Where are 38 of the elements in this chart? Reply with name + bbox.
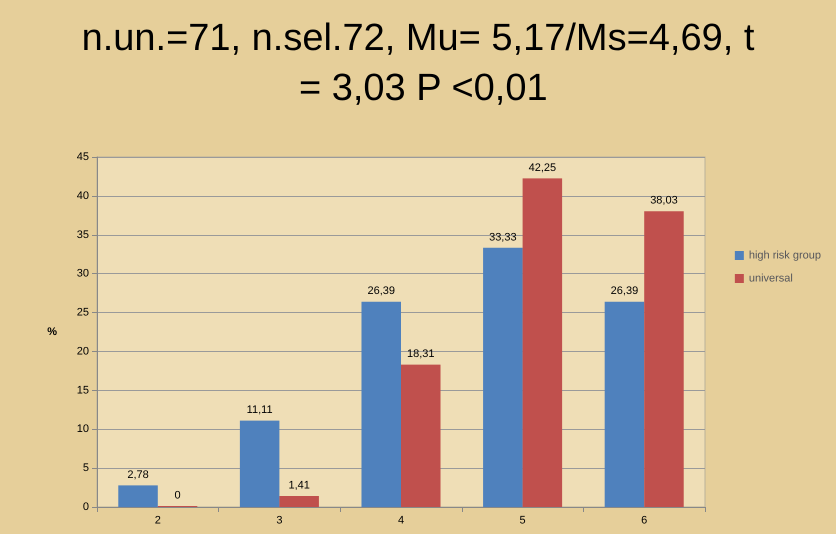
- y-tick-label: 40: [76, 190, 89, 202]
- y-tick-label: 10: [76, 423, 89, 436]
- legend-label: universal: [748, 272, 793, 284]
- x-tick-label: 3: [276, 514, 282, 526]
- y-tick-label: 30: [76, 268, 89, 280]
- bar: [483, 248, 523, 507]
- data-label: 11,11: [246, 404, 273, 416]
- legend-label: high risk group: [748, 250, 822, 262]
- y-tick-label: 45: [76, 151, 89, 163]
- y-tick-label: 5: [82, 462, 89, 474]
- bar: [401, 364, 441, 507]
- y-tick-label: 25: [76, 306, 89, 319]
- bar: [604, 302, 644, 507]
- x-tick-label: 6: [641, 514, 648, 526]
- data-label: 18,31: [406, 348, 435, 360]
- data-label: 2,78: [127, 468, 149, 481]
- y-tick-label: 15: [76, 384, 89, 396]
- chart-title: n.un.=71, n.sel.72, Mu= 5,17/Ms=4,69, t = 3,03 P <0,01: [82, 17, 755, 109]
- x-tick-label: 2: [154, 514, 161, 526]
- y-tick-label: 20: [76, 345, 89, 358]
- bar: [522, 178, 562, 507]
- data-label: 33,33: [489, 231, 517, 244]
- data-label: 42,25: [528, 162, 556, 174]
- data-label: 26,39: [610, 285, 638, 298]
- data-label: 38,03: [650, 194, 678, 207]
- bar: [361, 302, 401, 507]
- x-tick-label: 4: [398, 514, 404, 526]
- bar: [644, 211, 684, 507]
- data-label: 1,41: [288, 480, 310, 492]
- y-tick-label: 0: [82, 501, 89, 513]
- bar: [118, 485, 158, 507]
- data-label: 26,39: [367, 285, 396, 298]
- y-axis-title: %: [47, 326, 58, 338]
- bar: [240, 420, 280, 507]
- x-tick-label: 5: [520, 514, 526, 526]
- bar: [279, 496, 319, 507]
- y-tick-label: 35: [76, 228, 89, 241]
- data-label: 0: [174, 490, 181, 502]
